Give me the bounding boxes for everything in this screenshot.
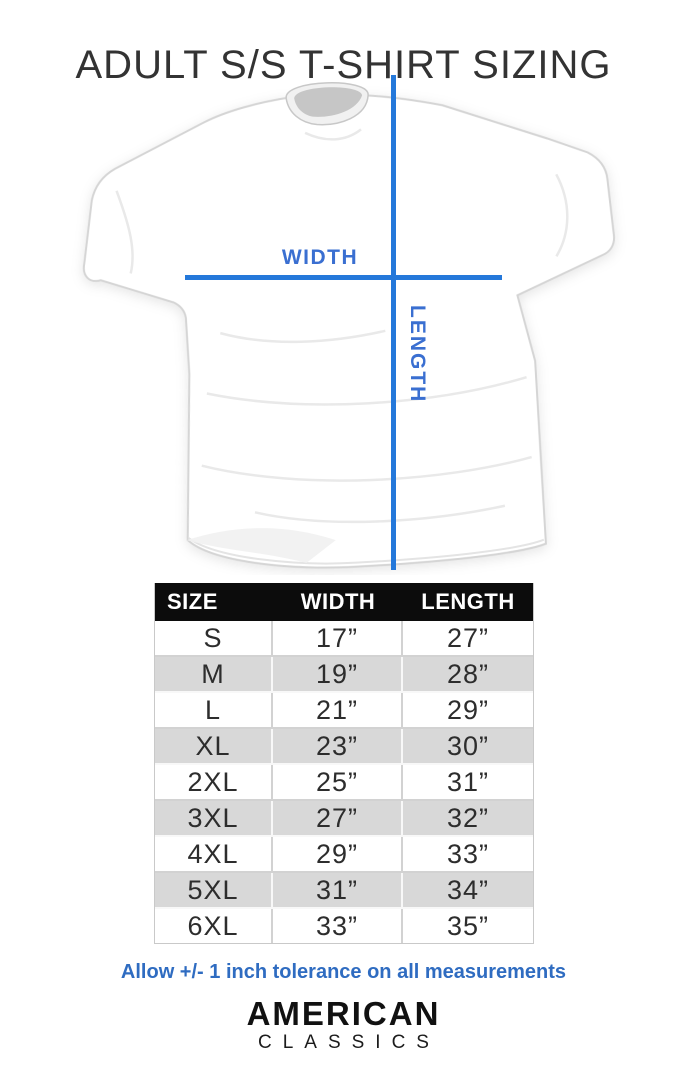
cell-size: 6XL <box>155 909 273 943</box>
cell-width: 21” <box>273 693 403 729</box>
length-label: LENGTH <box>406 305 429 404</box>
table-row: 4XL 29” 33” <box>155 837 533 873</box>
cell-length: 34” <box>403 873 533 909</box>
cell-size: L <box>155 693 273 729</box>
cell-length: 31” <box>403 765 533 801</box>
cell-size: M <box>155 657 273 693</box>
table-row: S 17” 27” <box>155 621 533 657</box>
cell-size: 4XL <box>155 837 273 873</box>
cell-width: 25” <box>273 765 403 801</box>
brand-logo: AMERICAN CLASSICS <box>0 997 687 1054</box>
width-measure-line <box>185 275 502 280</box>
col-header-length: LENGTH <box>403 583 533 621</box>
tshirt-graphic <box>82 82 616 569</box>
cell-length: 28” <box>403 657 533 693</box>
cell-length: 30” <box>403 729 533 765</box>
tshirt-measurement-diagram: WIDTH LENGTH <box>0 70 687 575</box>
size-table-body: S 17” 27” M 19” 28” L 21” 29” XL 23” 30” 2XL 25” 31” 3X… <box>155 621 533 943</box>
cell-length: 27” <box>403 621 533 657</box>
table-row: 6XL 33” 35” <box>155 909 533 943</box>
size-table: SIZE WIDTH LENGTH S 17” 27” M 19” 28” L 21” 29” X… <box>155 583 533 943</box>
cell-size: 2XL <box>155 765 273 801</box>
table-row: 5XL 31” 34” <box>155 873 533 909</box>
cell-size: 5XL <box>155 873 273 909</box>
col-header-width: WIDTH <box>273 583 403 621</box>
table-row: M 19” 28” <box>155 657 533 693</box>
cell-width: 17” <box>273 621 403 657</box>
cell-length: 33” <box>403 837 533 873</box>
table-row: 2XL 25” 31” <box>155 765 533 801</box>
length-measure-line <box>391 75 396 570</box>
cell-width: 31” <box>273 873 403 909</box>
table-row: L 21” 29” <box>155 693 533 729</box>
cell-length: 35” <box>403 909 533 943</box>
brand-name-line2: CLASSICS <box>258 1032 440 1053</box>
cell-length: 32” <box>403 801 533 837</box>
cell-length: 29” <box>403 693 533 729</box>
table-row: 3XL 27” 32” <box>155 801 533 837</box>
cell-width: 27” <box>273 801 403 837</box>
cell-size: XL <box>155 729 273 765</box>
cell-width: 33” <box>273 909 403 943</box>
cell-size: 3XL <box>155 801 273 837</box>
tolerance-note: Allow +/- 1 inch tolerance on all measur… <box>120 961 567 983</box>
cell-width: 19” <box>273 657 403 693</box>
cell-width: 23” <box>273 729 403 765</box>
table-row: XL 23” 30” <box>155 729 533 765</box>
size-chart: SIZE WIDTH LENGTH S 17” 27” M 19” 28” L 21” 29” X… <box>154 583 534 944</box>
brand-name-line1: AMERICAN <box>246 995 441 1032</box>
cell-width: 29” <box>273 837 403 873</box>
size-table-header-row: SIZE WIDTH LENGTH <box>155 583 533 621</box>
width-label: WIDTH <box>281 246 359 269</box>
page-title: ADULT S/S T-SHIRT SIZING <box>75 42 612 87</box>
col-header-size: SIZE <box>155 583 273 621</box>
cell-size: S <box>155 621 273 657</box>
